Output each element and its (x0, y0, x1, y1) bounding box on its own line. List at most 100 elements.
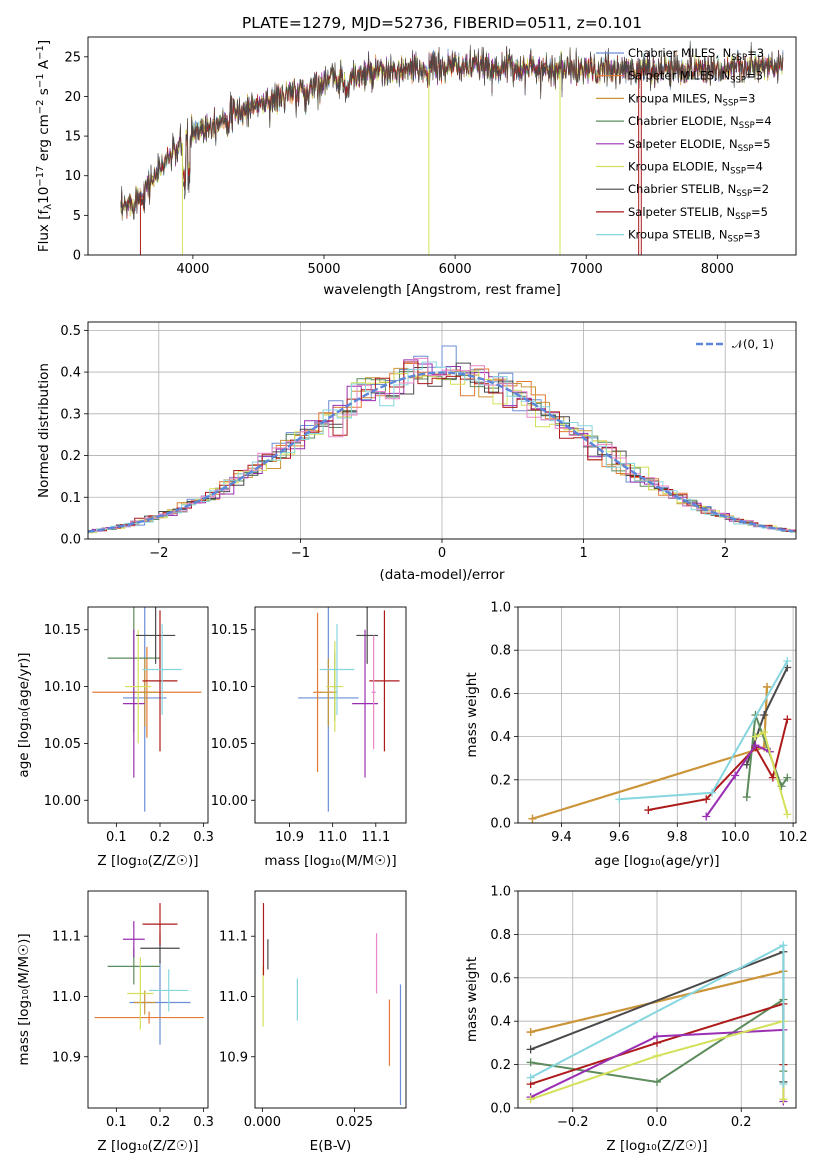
weight-marker (526, 1058, 535, 1067)
y-tick-label: 0.2 (60, 449, 81, 464)
x-axis-label: E(B-V) (310, 1138, 352, 1154)
y-tick-label: 10.05 (211, 737, 248, 752)
x-axis-label: (data-model)/error (379, 567, 505, 583)
figure-title: PLATE=1279, MJD=52736, FIBERID=0511, z=0… (242, 14, 642, 32)
y-axis-label-part: −1 (35, 45, 46, 60)
weight-marker (783, 810, 792, 819)
x-tick-label: 10.0 (721, 830, 750, 845)
x-tick-label: 2 (721, 546, 729, 561)
x-tick-label: 0.2 (150, 830, 171, 845)
y-tick-label: 10.10 (44, 680, 81, 695)
weight-line (532, 686, 768, 820)
y-tick-label: 0.4 (490, 730, 511, 745)
y-tick-label: 0.8 (490, 928, 511, 943)
weight-marker (783, 715, 792, 724)
y-tick-label: 11.0 (52, 990, 81, 1005)
spectrum-legend: Chabrier MILES, NSSP=3 Salpeter MILES, NS… (596, 46, 772, 245)
weight-marker (742, 793, 751, 802)
x-tick-label: 0.000 (244, 1115, 281, 1130)
x-tick-label: 0.1 (106, 830, 127, 845)
y-axis-label: Normed distribution (36, 363, 52, 498)
weight-marker (615, 795, 624, 804)
weight-marker (708, 788, 717, 797)
mass_vs_Z-frame (87, 890, 209, 1109)
y-axis-label-part: s (36, 88, 52, 99)
y-tick-label: 0.6 (490, 687, 511, 702)
y-tick-label: 11.0 (219, 990, 248, 1005)
weight-marker (779, 941, 788, 950)
legend-entry: Kroupa MILES, NSSP=3 (628, 91, 755, 108)
weight-marker (702, 795, 711, 804)
y-tick-label: 0.4 (60, 366, 81, 381)
x-axis-label: Z [log₁₀(Z/Z☉)] (97, 1138, 198, 1154)
x-tick-label: 0.025 (336, 1115, 373, 1130)
weight_vs_age-lines (528, 657, 792, 823)
mass_vs_ebv-axes: 0.000 0.025 10.9 11.0 11.1 (219, 930, 373, 1130)
weight-marker (779, 1095, 788, 1104)
weight-marker (653, 1051, 661, 1060)
weight-marker (768, 773, 777, 782)
y-tick-label: 0.1 (60, 491, 81, 506)
weight-marker (760, 711, 769, 719)
y-axis-label-part: −17 (35, 166, 46, 187)
age_vs_mass-axes: 10.9 11.0 11.1 10.00 10.05 10.10 10.15 (211, 623, 390, 845)
legend-entry: Kroupa ELODIE, NSSP=4 (628, 160, 763, 177)
y-axis-label-part: λ (43, 204, 54, 210)
x-tick-label: 0.0 (647, 1115, 668, 1130)
weight-marker (763, 682, 772, 691)
y-tick-label: 0.6 (490, 971, 511, 986)
y-tick-label: 10.05 (44, 737, 81, 752)
y-axis-label-part: 10 (36, 187, 52, 204)
x-tick-label: 10.9 (275, 830, 304, 845)
y-tick-label: 0.4 (490, 1015, 511, 1030)
y-axis-label: Flux [fλ10−17 erg cm−2 s−1 A−1] (35, 40, 54, 252)
x-tick-label: 9.6 (609, 830, 630, 845)
weight_vs_Z-frame (517, 890, 797, 1109)
histogram-series (88, 361, 796, 533)
y-tick-label: 0.0 (490, 1102, 511, 1117)
y-axis-label: mass [log₁₀(M/M☉)] (16, 933, 32, 1065)
weight-marker (644, 806, 653, 815)
y-tick-label: 10.15 (44, 623, 81, 638)
mass_vs_ebv-errorbars (262, 903, 402, 1105)
x-tick-label: 5000 (307, 262, 340, 277)
weight-marker (731, 771, 740, 780)
y-tick-label: 0.2 (490, 773, 511, 788)
x-tick-label: 7000 (570, 262, 603, 277)
y-tick-label: 0.0 (490, 817, 511, 832)
age_vs_mass-frame (254, 606, 407, 824)
y-axis-label: age [log₁₀(age/yr)] (16, 652, 32, 777)
mass_vs_Z-errorbars (94, 903, 204, 1045)
y-tick-label: 0.8 (490, 644, 511, 659)
y-axis-label-part: erg cm (36, 114, 52, 165)
spectrum-axes: 4000 5000 6000 7000 8000 0 5 10 15 20 25 (64, 50, 733, 277)
x-tick-label: 0.3 (193, 1115, 214, 1130)
x-tick-label: 10.2 (779, 830, 808, 845)
y-axis-label-part: −2 (35, 99, 46, 114)
y-tick-label: 10.9 (219, 1050, 248, 1065)
x-tick-label: −2 (149, 546, 168, 561)
y-axis-label-part: −1 (35, 73, 46, 88)
mass_vs_ebv-frame (254, 890, 407, 1109)
y-axis-label: mass weight (464, 672, 480, 757)
weight-marker (528, 814, 537, 823)
y-tick-label: 0 (73, 249, 81, 264)
weight-line (705, 743, 771, 818)
y-axis-label-part: ] (36, 40, 52, 45)
y-tick-label: 20 (64, 90, 81, 105)
weight-marker (751, 732, 760, 741)
gaussian-curve (88, 371, 794, 533)
weight-marker (526, 1045, 535, 1054)
legend-entry: 𝒩(0, 1) (732, 337, 774, 351)
x-axis-label: Z [log₁₀(Z/Z☉)] (97, 853, 198, 869)
legend-entry: Salpeter ELODIE, NSSP=5 (628, 137, 771, 154)
legend-entry: Salpeter STELIB, NSSP=5 (628, 205, 768, 222)
x-tick-label: 0 (438, 546, 446, 561)
weight-marker (760, 728, 769, 737)
y-tick-label: 11.1 (219, 930, 248, 945)
weight-marker (653, 1077, 661, 1086)
legend-entry: Kroupa STELIB, NSSP=3 (628, 228, 760, 245)
age_vs_Z-errorbars (92, 607, 202, 812)
y-tick-label: 25 (64, 50, 81, 65)
